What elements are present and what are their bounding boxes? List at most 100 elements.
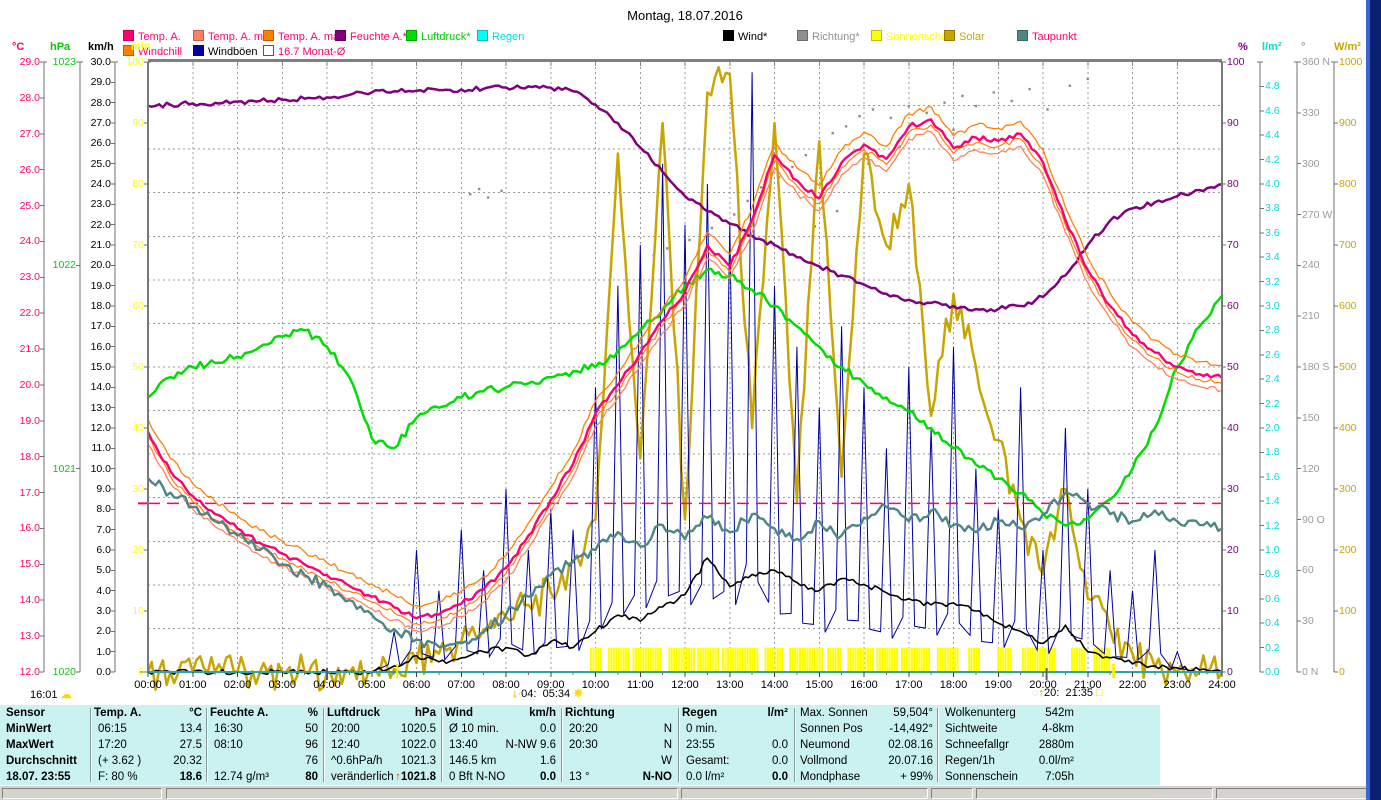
tick-label: 4.4: [1265, 129, 1280, 142]
axis-title-min: min: [131, 41, 151, 53]
table-cell: l/m²: [767, 707, 788, 719]
table-cell: Gesamt:: [686, 755, 730, 767]
tick-label: 14.0: [90, 381, 111, 394]
series-sonnenschein: [590, 647, 1111, 672]
table-cell: km/h: [529, 707, 556, 719]
tick-label: 2.0: [1265, 422, 1280, 434]
axis-hpa: [76, 61, 83, 673]
x-tick-label: 11:00: [626, 679, 654, 691]
tick-label: 20: [132, 544, 144, 556]
tick-label: 2.4: [1265, 373, 1280, 386]
axis-min: [144, 61, 151, 673]
table-divider: [561, 708, 563, 782]
table-cell: 542m: [1045, 707, 1074, 719]
tick-label: 21.0: [90, 239, 111, 251]
x-tick-label: 13:00: [715, 679, 744, 691]
tick-label: 25.0: [90, 157, 111, 170]
tick-label: 1023: [52, 56, 76, 68]
axis-wm2: [1331, 61, 1338, 673]
tick-label: 100: [1339, 605, 1357, 617]
legend-item-10: Taupunkt: [1017, 30, 1077, 43]
table-cell: Regen/1h: [945, 755, 995, 767]
cloud-icon: ☁: [60, 689, 72, 701]
table-cell: Wind: [445, 707, 473, 719]
table-cell: 23:55: [686, 739, 715, 751]
x-tick-label: 08:00: [492, 679, 520, 691]
legend-swatch: [263, 30, 274, 41]
tick-label: 13.0: [19, 630, 40, 643]
tick-label: 300: [1339, 483, 1357, 495]
axis-deg: [1294, 61, 1301, 673]
tick-label: 22.0: [19, 307, 40, 320]
table-cell: Feuchte A.: [210, 707, 269, 719]
table-cell: 08:10: [214, 739, 243, 751]
axis-title-deg: °: [1301, 41, 1306, 53]
table-cell: MinWert: [6, 723, 52, 735]
table-cell: + 99%: [900, 771, 933, 783]
table-cell: 20:30: [569, 739, 598, 751]
tick-label: 100: [1227, 56, 1245, 68]
table-cell: N: [663, 723, 672, 735]
legend-item-12: Windböen: [193, 45, 258, 58]
tick-label: 700: [1339, 239, 1357, 251]
legend-item-2: Temp. A. max: [263, 30, 345, 43]
status-bar: [0, 786, 1381, 800]
tick-label: 240: [1302, 259, 1320, 272]
table-cell: 16:30: [214, 723, 243, 735]
tick-label: 14.0: [19, 594, 40, 607]
table-divider: [678, 708, 680, 782]
legend-label: Feuchte A.*: [350, 31, 407, 43]
series-temp: [146, 118, 1224, 620]
series-feuchte: [146, 84, 1224, 313]
tick-label: 0: [1227, 666, 1233, 678]
series-windboeen: [148, 72, 1222, 673]
tick-label: 70: [132, 239, 144, 251]
tick-label: 100: [126, 56, 144, 68]
tick-label: 0.6: [1265, 592, 1280, 605]
x-tick-label: 15:00: [805, 679, 834, 691]
down-arrow-icon: ↓: [512, 688, 518, 700]
tick-label: 28.0: [19, 91, 40, 104]
table-cell: W: [661, 755, 672, 767]
axis-title-pct: %: [1238, 41, 1248, 53]
legend-label: Temp. A.: [138, 31, 181, 43]
x-tick-label: 07:00: [447, 679, 476, 691]
legend-item-9: Solar: [944, 30, 985, 43]
tick-label: 29.0: [90, 76, 111, 89]
table-cell: N-NO: [642, 771, 672, 783]
legend-item-3: Feuchte A.*: [335, 30, 407, 43]
table-cell: 18.6: [179, 771, 202, 783]
x-tick-label: 10:00: [581, 679, 610, 691]
legend-item-5: Regen: [477, 30, 524, 43]
legend-swatch: [123, 30, 134, 41]
tick-label: 12.0: [90, 422, 111, 434]
tick-label: 29.0: [19, 56, 40, 68]
tick-label: 1.6: [1265, 470, 1280, 483]
axis-kmh: [111, 61, 118, 673]
table-cell: ^0.6hPa/h: [331, 755, 383, 767]
table-cell: Wolkenunterg: [945, 707, 1016, 719]
table-cell: Schneefallgr: [945, 739, 1009, 751]
sunrise-annotation: ↓·04: 05:34 ☀: [512, 688, 584, 700]
window-right-edge-light: [1366, 0, 1370, 800]
tick-label: 50: [132, 361, 144, 373]
tick-label: 20.0: [19, 378, 40, 391]
tick-label: 19.0: [19, 414, 40, 427]
table-cell: N-NW 9.6: [505, 739, 556, 751]
tick-label: 28.0: [90, 96, 111, 109]
x-tick-label: 03:00: [268, 679, 297, 691]
legend-label: Windböen: [208, 46, 258, 58]
tick-label: 300: [1302, 157, 1320, 170]
summary-table: Sensor MinWert MaxWert Durchschnitt 18.07. 2…: [0, 705, 1160, 785]
table-cell: Max. Sonnen: [800, 707, 868, 719]
tick-label: 7.0: [96, 523, 111, 536]
tick-label: 400: [1339, 422, 1357, 434]
table-cell: 0.0: [540, 771, 556, 783]
legend-item-11: Windchill: [123, 45, 182, 58]
tick-label: 1000: [1339, 56, 1363, 68]
sunset-annotation: ◌↑20: 21:35 □: [1032, 687, 1103, 699]
tick-label: 1022: [52, 259, 76, 272]
table-cell: -14,492°: [889, 723, 933, 735]
tick-label: 3.0: [1265, 300, 1280, 312]
tick-label: 90 O: [1302, 513, 1325, 526]
